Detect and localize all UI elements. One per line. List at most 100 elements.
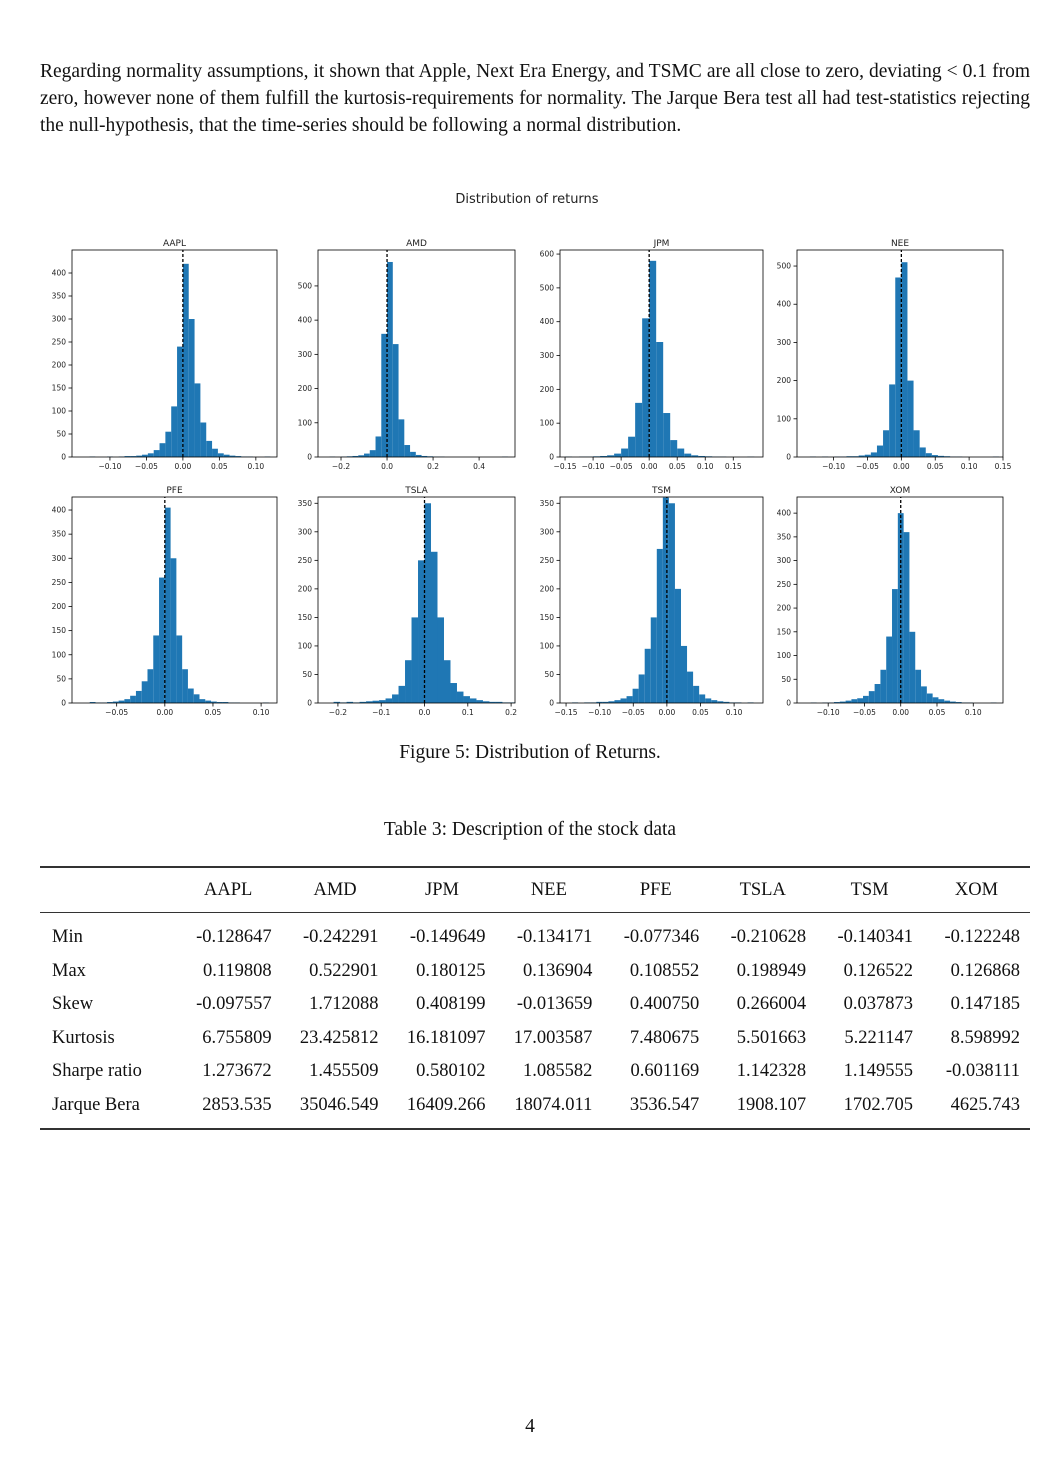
x-tick-label: 0.05 [205, 708, 222, 717]
y-tick-label: 100 [52, 650, 67, 659]
bar [346, 701, 354, 703]
bar [212, 448, 218, 457]
y-tick-label: 400 [52, 506, 67, 515]
bar [89, 702, 96, 703]
table-cell: -0.077346 [623, 927, 700, 948]
y-tick-label: 150 [540, 613, 555, 622]
y-tick-label: 150 [777, 627, 792, 636]
x-tick-label: 0.2 [427, 462, 439, 471]
table-cell: 0.522901 [309, 960, 379, 981]
x-tick-label: 0.4 [473, 462, 485, 471]
table-cell: -0.242291 [303, 927, 379, 948]
paragraph: Regarding normality assumptions, it show… [40, 61, 1030, 136]
table-cell: 0.147185 [950, 994, 1020, 1015]
bar [698, 455, 706, 457]
table-cell: -0.128647 [196, 927, 272, 948]
table-cell: 0.601169 [630, 1061, 700, 1082]
chart-title: XOM [890, 486, 910, 496]
x-tick-label: −0.05 [105, 708, 128, 717]
chart-title: AAPL [163, 239, 186, 249]
table-cell: -0.038111 [945, 1061, 1020, 1082]
x-tick-label: −0.10 [582, 462, 605, 471]
bar [141, 681, 148, 703]
bar [205, 700, 212, 703]
y-tick-label: 200 [777, 376, 792, 385]
row-label: Max [52, 960, 86, 981]
table-cell: 1.712088 [309, 994, 379, 1015]
table-cell: 0.037873 [843, 994, 914, 1015]
y-tick-label: 300 [52, 554, 67, 563]
bar [607, 455, 615, 457]
y-tick-label: 300 [777, 338, 792, 347]
y-tick-label: 150 [298, 613, 313, 622]
table-cell: 0.108552 [629, 960, 700, 981]
bar [674, 588, 681, 703]
axes-frame [71, 496, 278, 704]
table-cell: 4625.743 [950, 1094, 1020, 1115]
table-cell: 1.149555 [843, 1061, 914, 1082]
bar [187, 688, 194, 703]
bar [424, 503, 432, 703]
table-cell: 5.221147 [844, 1027, 914, 1048]
header-cell: TSM [816, 867, 924, 913]
table-cell: 2853.535 [202, 1094, 272, 1115]
bar [600, 455, 608, 457]
bar [193, 694, 200, 703]
y-tick-label: 250 [298, 556, 313, 565]
y-tick-label: 250 [52, 338, 67, 347]
bar [608, 701, 615, 703]
table-cell: 0.198949 [736, 960, 807, 981]
y-tick-label: 350 [52, 530, 67, 539]
bar [857, 698, 864, 703]
y-tick-label: 0 [786, 453, 791, 462]
table-cell: 1.273672 [202, 1061, 272, 1082]
x-tick-label: 0.05 [669, 462, 686, 471]
bar [153, 635, 160, 703]
bar [112, 701, 119, 703]
bar [626, 696, 633, 703]
x-tick-label: 0.05 [692, 708, 709, 717]
bar [489, 701, 496, 703]
table: AAPL AMD JPM NEE PFE TSLA TSM XOM Min -0.128647 -… [40, 866, 1030, 1130]
y-tick-label: 100 [540, 641, 555, 650]
table-row: Kurtosis 6.755809 23.425812 16.181097 17.003… [40, 1022, 1030, 1056]
x-tick-label: −0.1 [372, 708, 390, 717]
x-tick-label: 0.15 [725, 462, 742, 471]
header-cell: PFE [602, 867, 710, 913]
y-tick-label: 0 [549, 699, 554, 708]
bar [662, 497, 669, 703]
table-cell: 16.181097 [406, 1027, 486, 1048]
bar [926, 693, 933, 703]
y-tick-label: 50 [56, 430, 66, 439]
y-tick-label: 200 [298, 584, 313, 593]
figure-caption: Figure 5: Distribution of Returns. [399, 742, 661, 763]
bar [124, 456, 131, 457]
chart-title: TSM [651, 486, 671, 496]
x-tick-label: 0.10 [965, 708, 982, 717]
bar [602, 701, 609, 703]
bar [450, 683, 457, 703]
row-label: Min [52, 927, 83, 948]
bar [932, 697, 939, 703]
bar [919, 447, 926, 457]
table-row: Max 0.119808 0.522901 0.180125 0.136904 0.108… [40, 955, 1030, 989]
table-cell: -0.013659 [516, 994, 593, 1015]
bar [921, 686, 927, 703]
bar [223, 454, 230, 457]
y-tick-label: 500 [298, 281, 313, 290]
y-tick-label: 350 [540, 499, 555, 508]
bar [176, 635, 183, 703]
table-row: Min -0.128647 -0.242291 -0.149649 -0.134171 -… [40, 913, 1030, 955]
row-label: Skew [52, 994, 94, 1015]
x-tick-label: −0.05 [853, 708, 876, 717]
bar [130, 695, 136, 703]
bar [358, 455, 365, 457]
bar [937, 455, 945, 457]
axes-frame [559, 249, 764, 458]
y-tick-label: 200 [52, 602, 67, 611]
bar [118, 700, 125, 703]
bar [333, 701, 341, 703]
x-tick-label: 0.2 [505, 708, 517, 717]
bar [680, 645, 688, 703]
axes-frame [559, 496, 764, 704]
